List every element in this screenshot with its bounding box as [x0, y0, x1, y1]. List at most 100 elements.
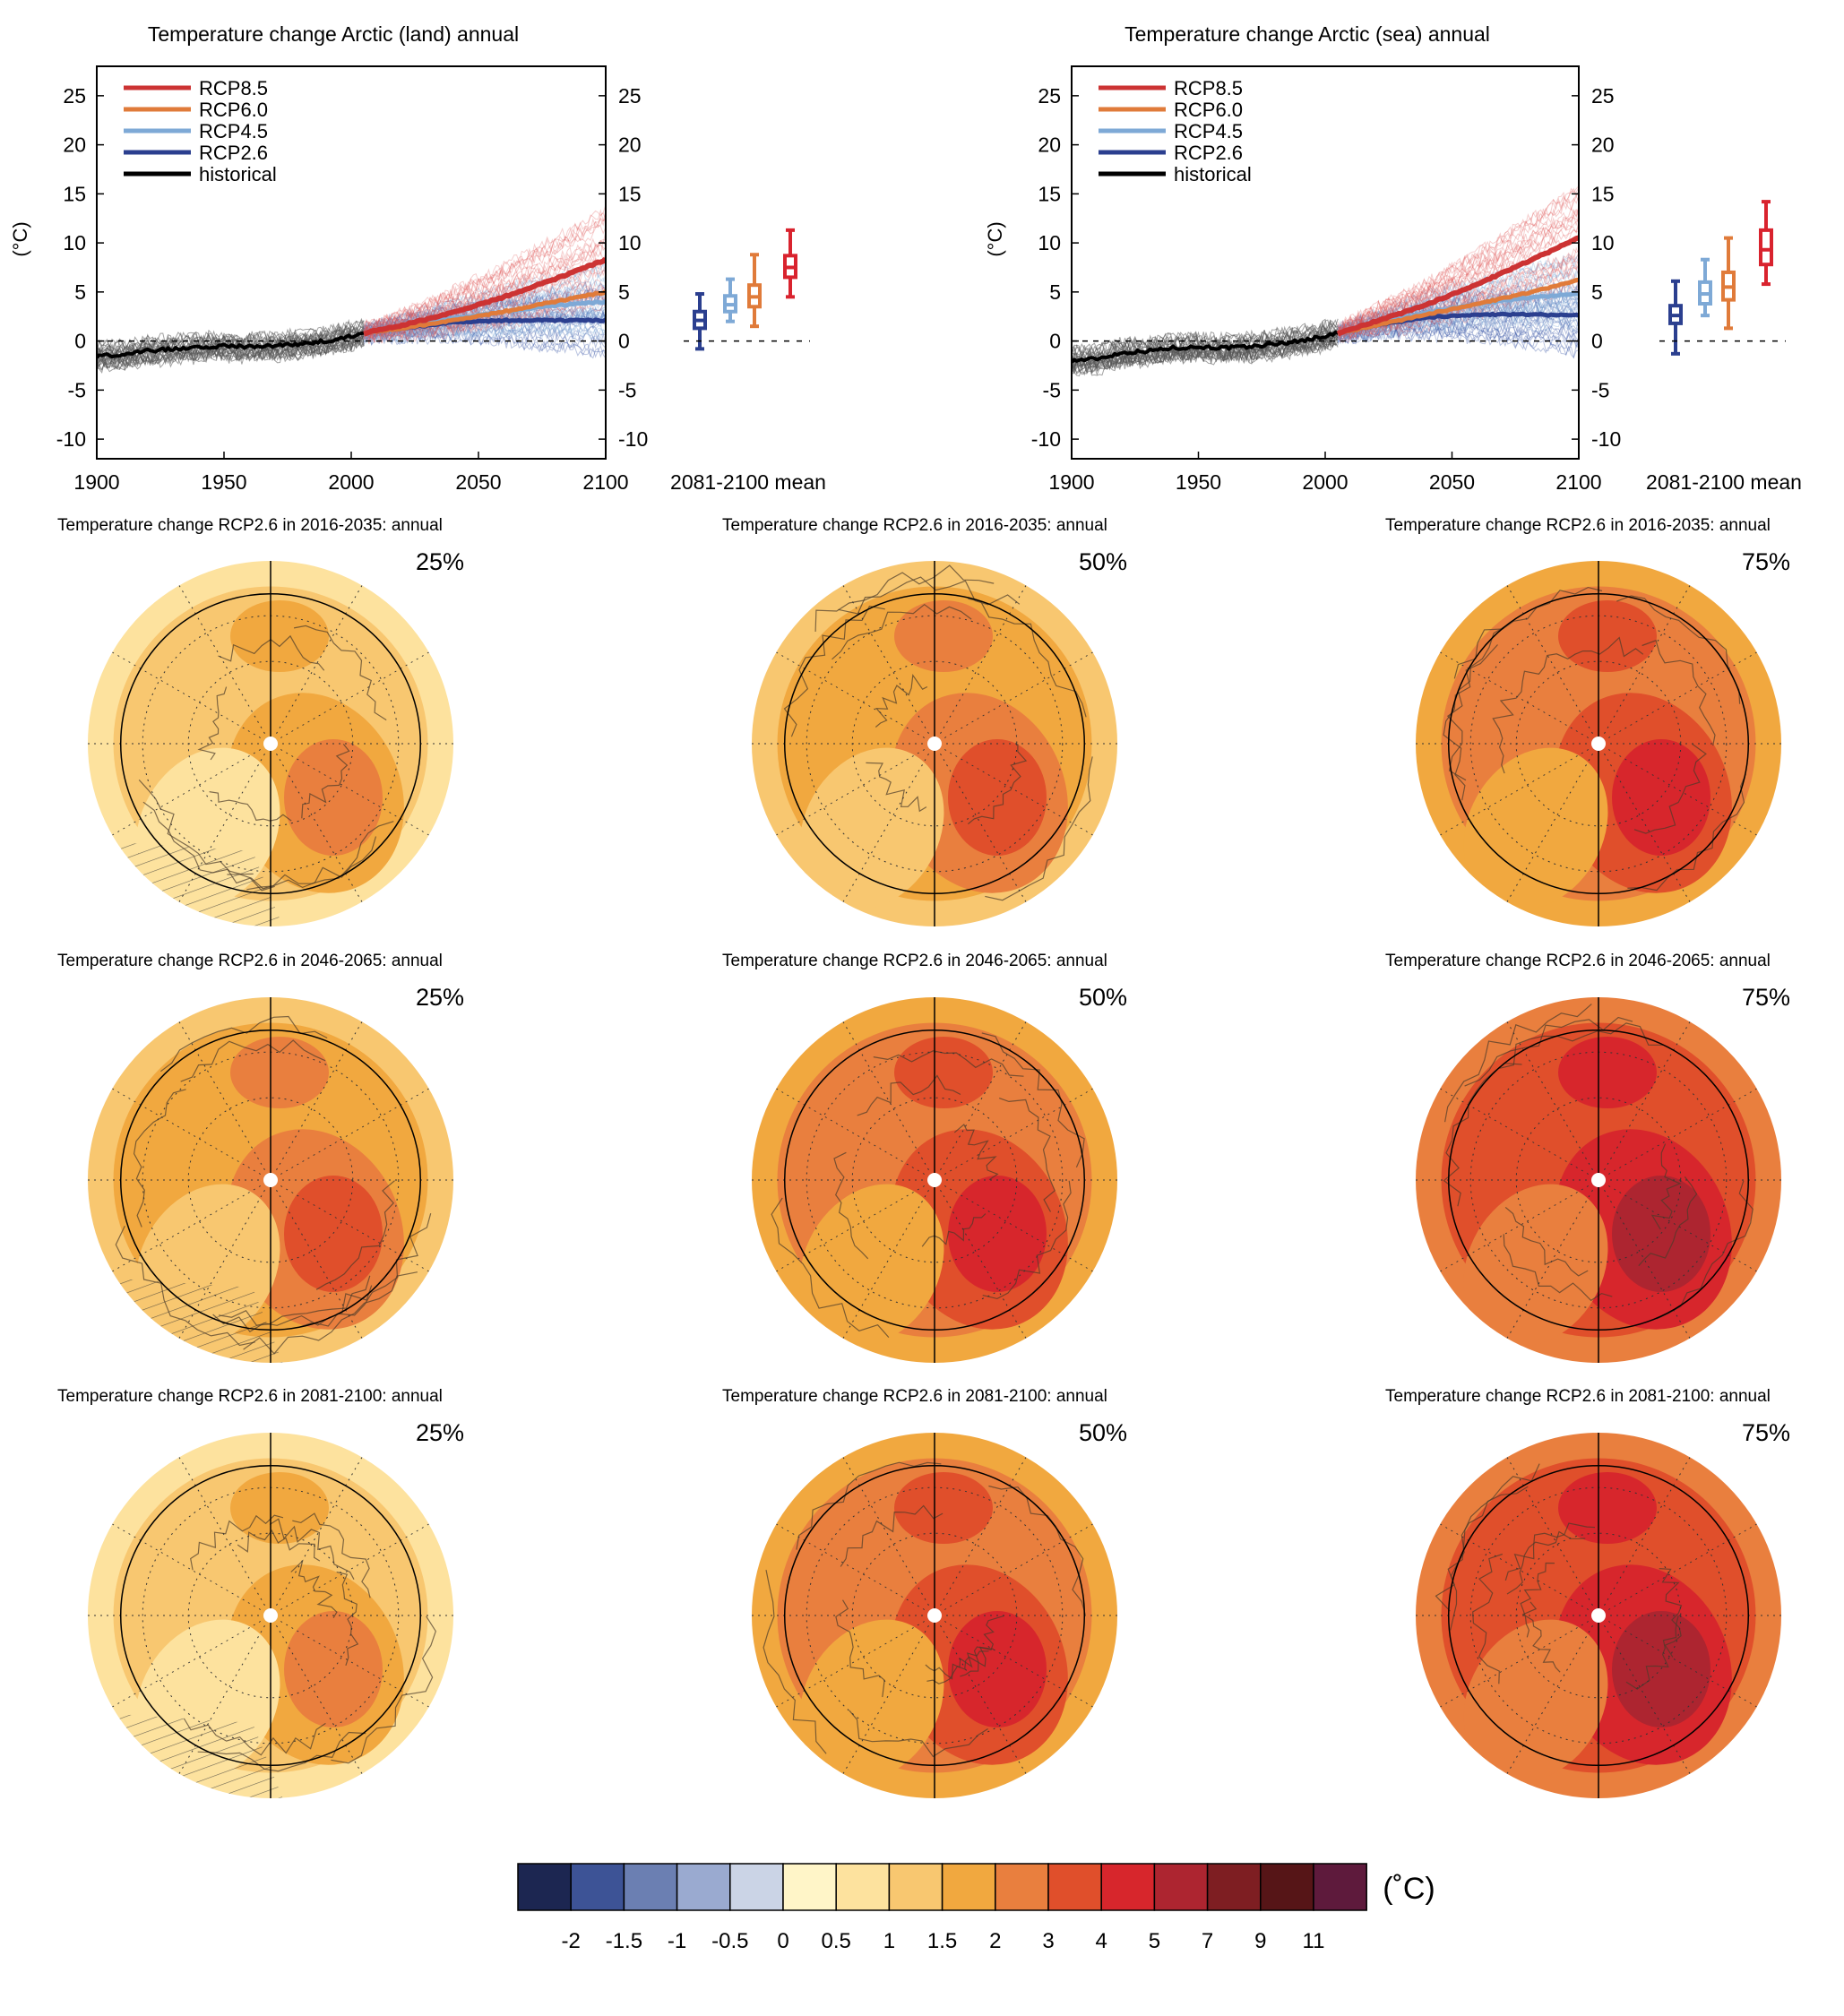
ensemble-member-RCP4.5 [363, 323, 606, 345]
y-tick-label: -10 [56, 427, 86, 451]
mean-lines [97, 256, 606, 359]
boxplot-RCP6.0 [747, 253, 762, 329]
x-tick-label: 2050 [1429, 470, 1475, 494]
map-coastline [212, 1285, 373, 1332]
map-coastline [1520, 1562, 1555, 1638]
boxplots [684, 228, 810, 351]
map-coastline [1453, 586, 1603, 679]
y-tick-label: 25 [1591, 84, 1615, 108]
map-coastline [1450, 1486, 1529, 1631]
boxplot-label: 2081-2100 mean [670, 470, 826, 494]
colorbar-label: 3 [1042, 1929, 1054, 1953]
map-coastline [926, 1646, 995, 1684]
map-arctic-circle [783, 592, 1086, 895]
y-tick-label: 0 [74, 330, 86, 353]
boxplot-label: 2081-2100 mean [1646, 470, 1802, 494]
colorbar-label: 2 [989, 1929, 1001, 1953]
map-region [230, 1037, 329, 1108]
colorbar-label: 7 [1202, 1929, 1213, 1953]
map-title: Temperature change RCP2.6 in 2016-2035: … [57, 516, 443, 535]
ensemble-member-RCP2.6 [363, 323, 606, 346]
y-tick-label: 5 [618, 280, 630, 304]
legend-label: RCP6.0 [1174, 99, 1243, 121]
map-percentile: 50% [1079, 984, 1127, 1011]
ensemble-member-RCP2.6 [364, 313, 606, 340]
map-coastline [988, 1485, 1086, 1615]
map-coastline [142, 801, 275, 892]
ensemble-member-RCP4.5 [363, 262, 606, 334]
map-coastline [763, 1569, 827, 1754]
colorbar-swatch [1206, 1863, 1262, 1911]
ensemble-member-RCP4.5 [363, 288, 606, 340]
ensemble-member-RCP8.5 [1337, 195, 1579, 333]
ensemble-member-RCP8.5 [363, 244, 606, 337]
map-pole [1591, 737, 1606, 751]
map-coastline [1504, 1206, 1589, 1277]
ensemble-member-RCP4.5 [363, 322, 606, 344]
map-coastline [197, 1731, 366, 1772]
ensemble-member-RCP8.5 [1338, 185, 1579, 329]
ensemble-member-RCP4.5 [1337, 291, 1579, 340]
legend-label: RCP2.6 [1174, 142, 1243, 164]
map-pole [1591, 1608, 1606, 1623]
map-coastline [1444, 1004, 1592, 1123]
mean-line-RCP6.0 [1337, 277, 1579, 337]
map-coastline [183, 1718, 326, 1756]
map-coastline [209, 791, 292, 822]
boxplot-RCP2.6 [1668, 279, 1683, 356]
ensemble-member-historical [97, 317, 365, 354]
ensemble-member-RCP8.5 [364, 240, 606, 336]
ensemble-member-historical [97, 333, 365, 369]
map-coastline [290, 1559, 338, 1619]
map-coastline [1464, 1016, 1633, 1087]
y-tick-label: 5 [1591, 280, 1603, 304]
map-coastline [1443, 644, 1498, 801]
x-tick-label: 2000 [328, 470, 374, 494]
legend-label: RCP2.6 [199, 142, 268, 164]
ensemble-member-RCP8.5 [363, 209, 606, 334]
map-coastline [999, 1098, 1056, 1212]
x-tick-label: 1950 [201, 470, 246, 494]
y-tick-label: 15 [63, 182, 86, 205]
map-arctic-circle [783, 1029, 1086, 1331]
x-tick-label: 1900 [73, 470, 119, 494]
ensemble-member-historical [1072, 325, 1339, 363]
y-tick-label: -10 [618, 427, 648, 451]
mean-line-RCP8.5 [1336, 235, 1579, 337]
panel-title: Temperature change Arctic (land) annual [148, 22, 519, 46]
boxplot-RCP2.6 [693, 292, 707, 351]
map-title: Temperature change RCP2.6 in 2081-2100: … [722, 1387, 1107, 1406]
map-percentile: 75% [1742, 548, 1790, 575]
ensemble-member-RCP4.5 [1337, 253, 1579, 332]
map-percentile: 50% [1079, 1419, 1127, 1446]
colorbar-swatch [676, 1863, 731, 1911]
ensemble-member-RCP8.5 [363, 239, 606, 336]
map-coastline [315, 1180, 395, 1290]
map-coastline [180, 1039, 326, 1082]
colorbar-label: 0.5 [822, 1929, 851, 1953]
colorbar-swatch [1153, 1863, 1209, 1911]
ensemble-member-RCP2.6 [1337, 324, 1579, 349]
map-coastline [840, 1504, 944, 1567]
map-coastline [982, 1180, 1072, 1300]
map-pole [263, 1608, 278, 1623]
map-coastline [857, 1074, 961, 1116]
plot-frame [96, 65, 607, 460]
map-region [1463, 1184, 1608, 1347]
ensemble-member-RCP2.6 [363, 323, 606, 346]
map-coastline [218, 634, 325, 671]
map-coastline [1504, 1522, 1596, 1581]
ensemble-member-RCP4.5 [1337, 264, 1579, 336]
map-coastline [1625, 1615, 1679, 1690]
ensemble-member-RCP8.5 [363, 269, 606, 340]
ensemble-member-RCP8.5 [1337, 228, 1579, 340]
map-coastline [115, 1226, 255, 1347]
y-axis-label: (°C) [984, 221, 1006, 256]
y-tick-label: 25 [1038, 84, 1061, 108]
ensemble-member-RCP4.5 [363, 277, 606, 333]
ensemble-member-RCP2.6 [1337, 307, 1579, 340]
colorbar-swatch [1100, 1863, 1156, 1911]
ensemble-member-RCP2.6 [1337, 319, 1579, 343]
map-coastline [293, 625, 387, 721]
